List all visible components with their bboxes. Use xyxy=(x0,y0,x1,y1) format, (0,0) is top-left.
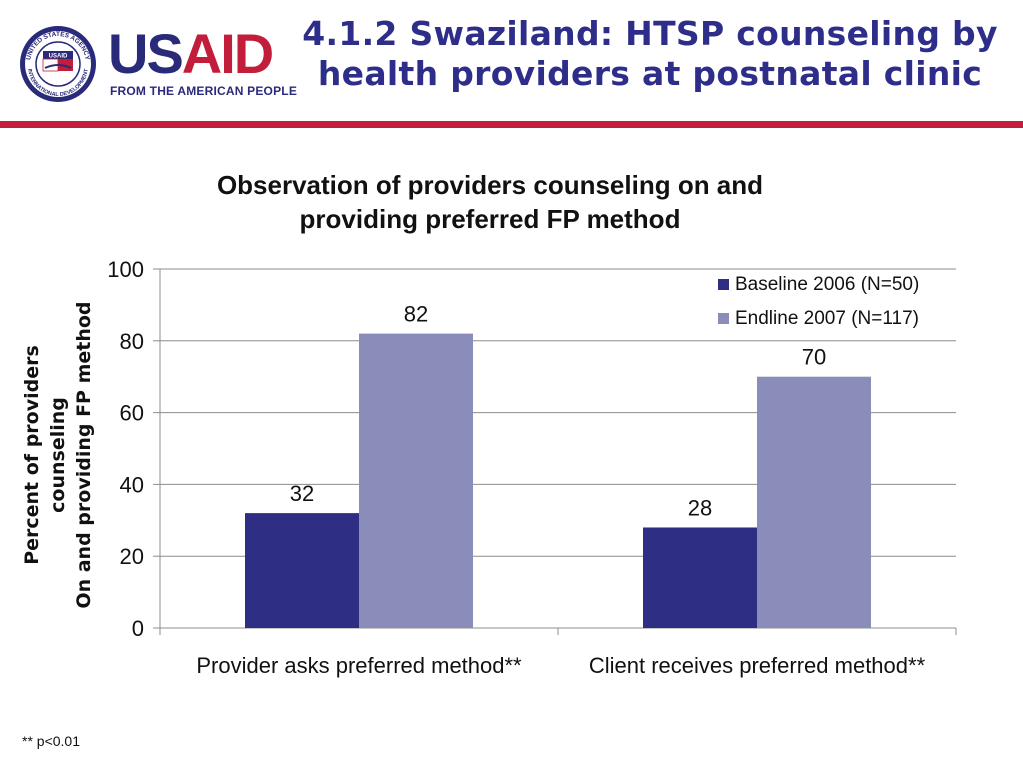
x-category-label: Provider asks preferred method** xyxy=(196,653,522,678)
footnote: ** p<0.01 xyxy=(22,733,80,749)
y-tick-label: 40 xyxy=(120,472,144,497)
y-tick-label: 80 xyxy=(120,329,144,354)
bar xyxy=(643,527,757,628)
chart-title-line1: Observation of providers counseling on a… xyxy=(216,170,764,200)
chart-title-line2: providing preferred FP method xyxy=(299,204,681,234)
y-tick-label: 0 xyxy=(132,616,144,641)
bar xyxy=(245,513,359,628)
data-label: 28 xyxy=(688,495,712,520)
x-category-label: Client receives preferred method** xyxy=(589,653,926,678)
usaid-logo: UNITED STATES AGENCY INTERNATIONAL DEVEL… xyxy=(18,22,298,102)
legend-label: Baseline 2006 (N=50) xyxy=(735,274,919,295)
y-tick-label: 60 xyxy=(120,401,144,426)
y-tick-label: 20 xyxy=(120,544,144,569)
slide-title: 4.1.2 Swaziland: HTSP counseling by heal… xyxy=(300,14,1000,94)
usaid-seal-icon: UNITED STATES AGENCY INTERNATIONAL DEVEL… xyxy=(20,26,96,102)
bar xyxy=(359,333,473,628)
y-tick-label: 100 xyxy=(107,257,144,282)
bar xyxy=(757,376,871,628)
data-label: 32 xyxy=(290,481,314,506)
chart-title: Observation of providers counseling on a… xyxy=(150,168,830,236)
slide-title-line1: 4.1.2 Swaziland: HTSP counseling by xyxy=(302,14,998,53)
seal-badge-text: USAID xyxy=(49,54,68,60)
legend-swatch xyxy=(718,313,729,324)
legend-label: Endline 2007 (N=117) xyxy=(735,308,919,329)
logo-tagline: FROM THE AMERICAN PEOPLE xyxy=(110,84,298,98)
data-label: 82 xyxy=(404,302,428,327)
slide-title-line2: health providers at postnatal clinic xyxy=(317,54,983,93)
legend-swatch xyxy=(718,279,729,290)
wordmark-aid: AID xyxy=(181,22,274,85)
data-label: 70 xyxy=(802,345,826,370)
wordmark-us: US xyxy=(108,22,184,85)
usaid-wordmark: USAID xyxy=(108,26,274,82)
header-divider xyxy=(0,121,1023,128)
